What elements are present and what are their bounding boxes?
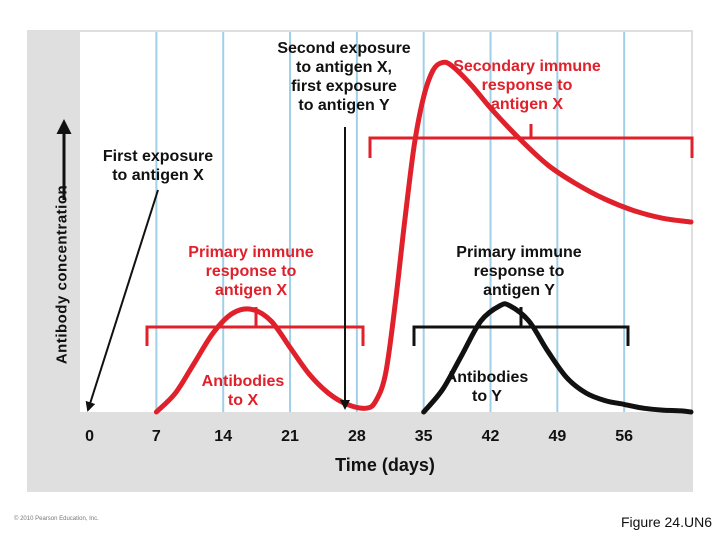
- brackets: [145, 124, 694, 346]
- figure-label: Figure 24.UN6: [620, 514, 712, 530]
- x-tick-35: 35: [414, 428, 433, 445]
- x-tick-7: 7: [151, 428, 161, 445]
- secondary-response-x-label: Secondary immune response to antigen X: [453, 58, 601, 113]
- x-tick-42: 42: [481, 428, 500, 445]
- x-axis-label: Time (days): [335, 455, 435, 475]
- copyright-text: © 2010 Pearson Education, Inc.: [14, 516, 99, 522]
- antibodies-y-label: Antibodies to Y: [445, 369, 529, 405]
- y-axis-label: Antibody concentration: [53, 184, 71, 365]
- primary-response-x-label: Primary immune response to antigen X: [188, 244, 314, 299]
- x-tick-49: 49: [548, 428, 567, 445]
- arrow-first-exposure: [85, 189, 159, 412]
- bracket-secondary-x: [368, 124, 694, 158]
- primary-response-y-label: Primary immune response to antigen Y: [456, 244, 582, 299]
- antibodies-x-label: Antibodies to X: [201, 373, 285, 409]
- bracket-primary-x: [145, 307, 365, 346]
- series-line-antibodies-y: [421, 301, 694, 415]
- x-tick-28: 28: [347, 428, 366, 445]
- x-tick-0: 0: [85, 428, 94, 445]
- x-tick-14: 14: [214, 428, 233, 445]
- x-tick-21: 21: [281, 428, 299, 445]
- bracket-primary-y: [412, 307, 630, 346]
- second-exposure-label: Second exposure to antigen X, first exposu…: [277, 40, 411, 114]
- first-exposure-x-label: First exposure to antigen X: [102, 148, 214, 184]
- plot-background: [80, 32, 691, 412]
- series-lines: [153, 59, 694, 415]
- x-tick-56: 56: [615, 428, 634, 445]
- arrows: [56, 119, 350, 412]
- series-line-antibodies-x: [153, 59, 694, 415]
